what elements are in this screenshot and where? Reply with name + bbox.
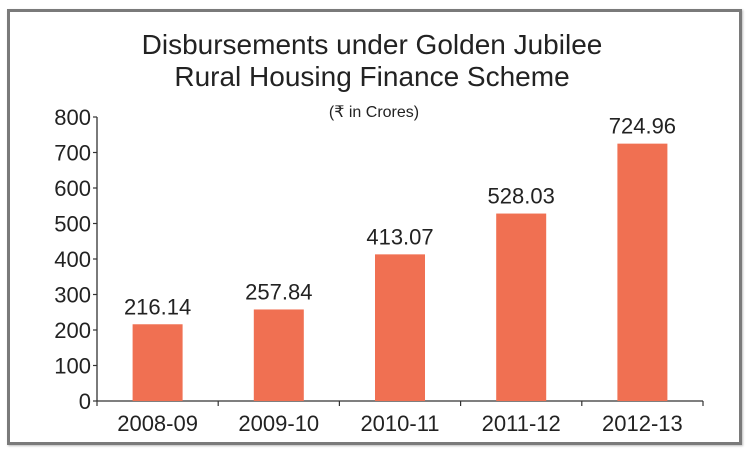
y-tick-label: 200 [54,318,91,343]
data-label: 724.96 [609,114,676,139]
y-tick-label: 800 [54,105,91,130]
y-tick-label: 0 [79,389,91,414]
bar-2008-09 [132,324,183,401]
data-label: 528.03 [488,184,555,209]
x-tick-label: 2009-10 [238,411,319,436]
chart-title-line-2: Rural Housing Finance Scheme [174,61,569,92]
data-label: 413.07 [366,224,433,249]
y-tick-label: 300 [54,283,91,308]
bar-2012-13 [617,143,668,401]
data-label: 216.14 [124,294,191,319]
x-tick-label: 2012-13 [602,411,683,436]
chart-subtitle: (₹ in Crores) [329,104,419,121]
bar-2011-12 [496,213,547,401]
data-label: 257.84 [245,279,312,304]
y-tick-label: 100 [54,354,91,379]
x-tick-label: 2008-09 [117,411,198,436]
chart-title-line-1: Disbursements under Golden Jubilee [142,29,603,60]
y-tick-label: 500 [54,212,91,237]
y-tick-label: 400 [54,247,91,272]
y-tick-label: 600 [54,176,91,201]
bar-2009-10 [253,309,304,401]
y-tick-label: 700 [54,141,91,166]
x-tick-label: 2010-11 [360,411,439,436]
x-tick-label: 2011-12 [482,411,561,436]
bar-2010-11 [375,254,425,401]
